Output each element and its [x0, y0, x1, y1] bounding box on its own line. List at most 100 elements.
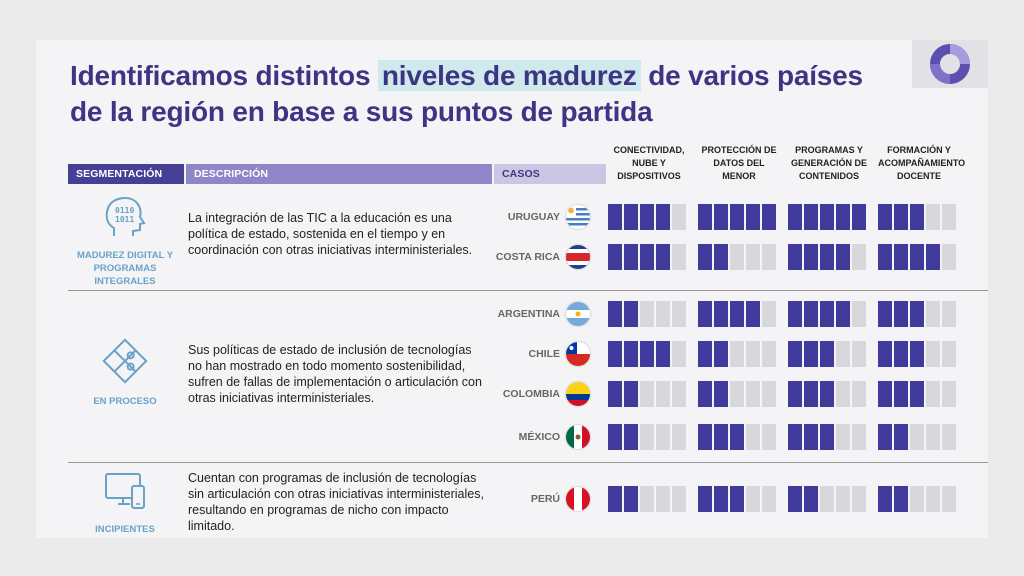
level-block-filled [804, 204, 818, 230]
level-block-empty [926, 381, 940, 407]
level-block-empty [852, 486, 866, 512]
level-block-filled [878, 341, 892, 367]
peru-flag-icon [566, 487, 590, 511]
level-block-empty [852, 341, 866, 367]
level-bar [878, 424, 956, 450]
country-name: COSTA RICA [495, 251, 560, 263]
level-block-empty [746, 424, 760, 450]
country-name: COLOMBIA [502, 388, 560, 400]
level-block-filled [656, 204, 670, 230]
level-bar [788, 244, 866, 270]
level-block-filled [894, 341, 908, 367]
level-block-filled [624, 341, 638, 367]
level-block-filled [640, 341, 654, 367]
level-block-empty [836, 486, 850, 512]
level-block-empty [762, 486, 776, 512]
level-block-filled [624, 486, 638, 512]
level-block-filled [804, 244, 818, 270]
level-block-empty [672, 244, 686, 270]
level-block-filled [608, 424, 622, 450]
level-block-filled [894, 381, 908, 407]
level-bar [878, 341, 956, 367]
level-block-filled [608, 244, 622, 270]
level-block-empty [730, 341, 744, 367]
level-block-filled [608, 341, 622, 367]
level-block-empty [762, 301, 776, 327]
level-block-filled [894, 424, 908, 450]
puzzle-icon [102, 338, 148, 384]
level-block-empty [656, 381, 670, 407]
level-block-filled [910, 301, 924, 327]
level-bar [788, 301, 866, 327]
level-bar [878, 486, 956, 512]
level-block-filled [608, 486, 622, 512]
argentina-flag-icon [566, 302, 590, 326]
level-block-empty [672, 204, 686, 230]
level-block-filled [730, 301, 744, 327]
level-block-empty [656, 424, 670, 450]
level-block-filled [714, 341, 728, 367]
segment-label: MADUREZ DIGITAL Y PROGRAMAS INTEGRALES [76, 250, 174, 287]
level-block-filled [820, 341, 834, 367]
level-bar [788, 341, 866, 367]
head-binary-icon: 0110 1011 [105, 197, 146, 236]
title-part-2: de varios países de la región en base a … [70, 60, 863, 127]
col-header-formacion: FORMACIÓN Y ACOMPAÑAMIENTO DOCENTE [878, 145, 966, 181]
level-block-filled [730, 424, 744, 450]
segment-description: La integración de las TIC a la educación… [188, 211, 473, 257]
devices-icon [105, 473, 145, 509]
level-block-empty [836, 381, 850, 407]
level-block-empty [942, 244, 956, 270]
level-block-empty [762, 424, 776, 450]
segment-label: INCIPIENTES [95, 524, 155, 535]
level-block-empty [942, 341, 956, 367]
level-block-empty [852, 301, 866, 327]
level-block-empty [746, 341, 760, 367]
level-block-empty [746, 486, 760, 512]
level-block-filled [608, 204, 622, 230]
country-name: PERÚ [530, 493, 560, 505]
level-block-filled [836, 244, 850, 270]
mexico-flag-icon [566, 425, 590, 449]
country-name: MÉXICO [518, 431, 560, 443]
level-block-filled [894, 204, 908, 230]
level-block-filled [698, 486, 712, 512]
level-block-filled [820, 204, 834, 230]
header-casos: CASOS [494, 164, 606, 184]
level-bar [878, 244, 956, 270]
level-block-empty [672, 301, 686, 327]
level-block-filled [820, 301, 834, 327]
svg-text:1011: 1011 [115, 215, 134, 224]
col-header-proteccion: PROTECCIÓN DE DATOS DEL MENOR [701, 145, 777, 181]
level-block-filled [730, 486, 744, 512]
level-block-filled [762, 204, 776, 230]
level-block-filled [852, 204, 866, 230]
level-block-empty [926, 424, 940, 450]
level-block-filled [788, 486, 802, 512]
level-bar [608, 204, 686, 230]
level-block-filled [910, 244, 924, 270]
level-block-filled [640, 204, 654, 230]
level-block-empty [942, 301, 956, 327]
level-bar [698, 204, 776, 230]
level-block-empty [926, 301, 940, 327]
level-block-filled [698, 381, 712, 407]
header-segmentacion: SEGMENTACIÓN [68, 164, 184, 184]
level-block-filled [804, 301, 818, 327]
level-block-empty [910, 424, 924, 450]
level-bar [788, 486, 866, 512]
divider [68, 462, 988, 463]
level-block-filled [836, 301, 850, 327]
level-block-filled [698, 204, 712, 230]
level-block-empty [852, 424, 866, 450]
level-block-empty [640, 486, 654, 512]
level-block-filled [894, 486, 908, 512]
level-block-empty [672, 486, 686, 512]
level-block-filled [656, 341, 670, 367]
level-block-filled [878, 486, 892, 512]
level-block-empty [672, 381, 686, 407]
level-block-empty [852, 244, 866, 270]
level-block-empty [926, 341, 940, 367]
level-block-filled [804, 486, 818, 512]
level-block-empty [672, 341, 686, 367]
